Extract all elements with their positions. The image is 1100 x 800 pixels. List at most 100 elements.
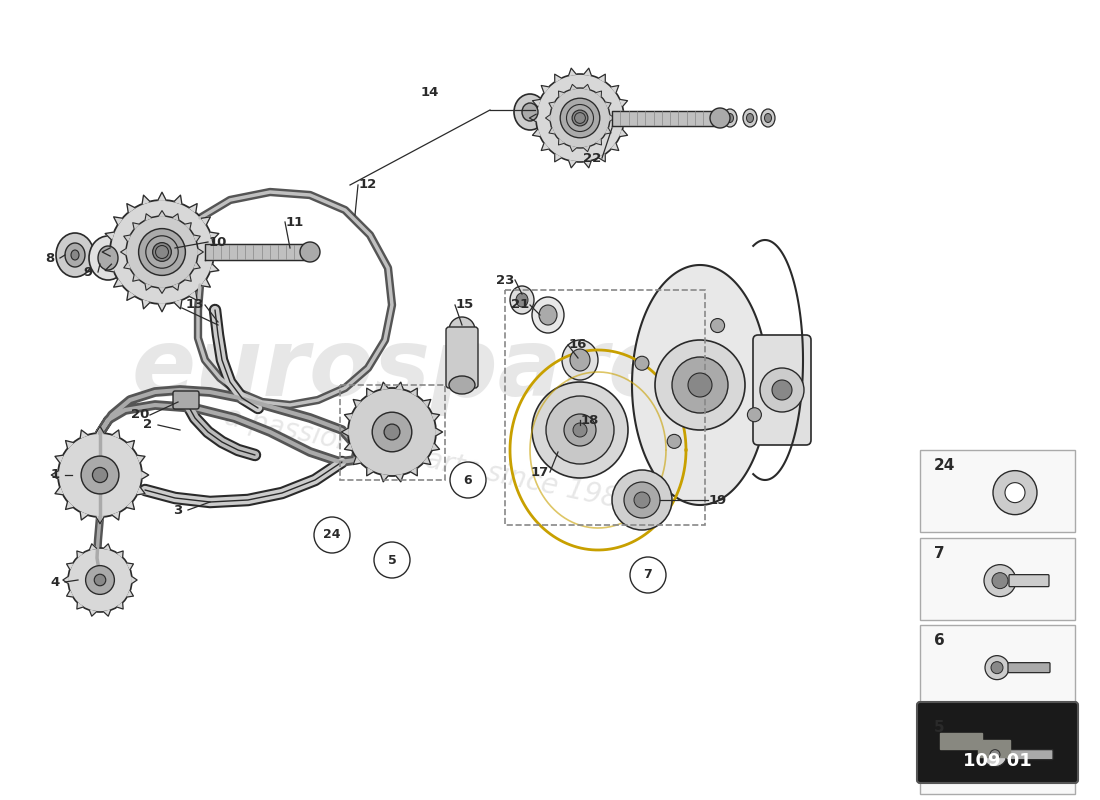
- Polygon shape: [605, 102, 612, 108]
- Polygon shape: [583, 84, 590, 90]
- Text: 22: 22: [583, 151, 601, 165]
- Polygon shape: [103, 544, 111, 550]
- Text: 14: 14: [421, 86, 439, 99]
- Polygon shape: [138, 455, 145, 463]
- Text: 10: 10: [209, 235, 228, 249]
- Text: eurospares: eurospares: [131, 324, 728, 416]
- Polygon shape: [344, 414, 352, 421]
- Polygon shape: [624, 114, 630, 122]
- Ellipse shape: [539, 305, 557, 325]
- Ellipse shape: [89, 236, 127, 280]
- Text: 1: 1: [51, 469, 59, 482]
- Polygon shape: [569, 68, 576, 75]
- Circle shape: [672, 357, 728, 413]
- Circle shape: [993, 470, 1037, 514]
- Text: 16: 16: [569, 338, 587, 351]
- FancyBboxPatch shape: [446, 327, 478, 388]
- Polygon shape: [189, 291, 197, 300]
- Polygon shape: [117, 551, 123, 558]
- Polygon shape: [96, 517, 104, 524]
- Polygon shape: [554, 74, 561, 82]
- Polygon shape: [194, 235, 200, 242]
- Circle shape: [654, 340, 745, 430]
- Circle shape: [612, 470, 672, 530]
- Polygon shape: [133, 222, 140, 229]
- Polygon shape: [128, 590, 133, 597]
- Polygon shape: [112, 512, 120, 520]
- Polygon shape: [174, 195, 182, 204]
- Circle shape: [984, 565, 1016, 597]
- Ellipse shape: [510, 286, 534, 314]
- Ellipse shape: [522, 103, 538, 121]
- Circle shape: [450, 462, 486, 498]
- Polygon shape: [559, 139, 564, 145]
- Ellipse shape: [570, 349, 590, 371]
- Circle shape: [348, 388, 436, 476]
- Polygon shape: [106, 232, 114, 240]
- Polygon shape: [142, 471, 148, 479]
- Circle shape: [384, 424, 400, 440]
- Circle shape: [126, 216, 198, 288]
- Polygon shape: [598, 154, 605, 162]
- Polygon shape: [112, 430, 120, 438]
- Ellipse shape: [514, 94, 546, 130]
- Circle shape: [688, 373, 712, 397]
- Circle shape: [711, 318, 725, 333]
- Circle shape: [314, 517, 350, 553]
- Text: 4: 4: [51, 575, 59, 589]
- FancyBboxPatch shape: [173, 391, 199, 409]
- Polygon shape: [210, 232, 219, 240]
- FancyBboxPatch shape: [1009, 574, 1049, 586]
- Polygon shape: [158, 192, 166, 200]
- Text: 17: 17: [531, 466, 549, 478]
- Polygon shape: [605, 128, 612, 134]
- Polygon shape: [89, 544, 97, 550]
- Polygon shape: [532, 130, 540, 137]
- Circle shape: [58, 433, 142, 517]
- Polygon shape: [89, 610, 97, 616]
- Circle shape: [146, 236, 178, 268]
- Polygon shape: [55, 487, 63, 494]
- Circle shape: [630, 557, 666, 593]
- Text: 7: 7: [934, 546, 945, 561]
- FancyBboxPatch shape: [917, 702, 1078, 783]
- Polygon shape: [102, 248, 110, 256]
- Text: 21: 21: [510, 298, 529, 311]
- Circle shape: [574, 113, 585, 123]
- Polygon shape: [205, 244, 310, 260]
- Polygon shape: [344, 443, 352, 450]
- Polygon shape: [620, 130, 627, 137]
- Circle shape: [984, 656, 1009, 680]
- Polygon shape: [201, 279, 210, 287]
- Polygon shape: [121, 249, 126, 255]
- Ellipse shape: [72, 250, 79, 260]
- Text: 3: 3: [174, 503, 183, 517]
- Polygon shape: [584, 161, 592, 168]
- Ellipse shape: [516, 293, 528, 307]
- Circle shape: [86, 566, 114, 594]
- Polygon shape: [103, 610, 111, 616]
- Ellipse shape: [562, 340, 598, 380]
- Circle shape: [983, 742, 1006, 766]
- Polygon shape: [67, 590, 73, 597]
- Polygon shape: [185, 275, 191, 282]
- Polygon shape: [381, 382, 388, 390]
- Circle shape: [372, 412, 411, 452]
- Text: 15: 15: [455, 298, 474, 311]
- Circle shape: [566, 105, 594, 131]
- Ellipse shape: [56, 233, 94, 277]
- Polygon shape: [570, 84, 576, 90]
- Polygon shape: [410, 468, 417, 476]
- Polygon shape: [126, 502, 134, 510]
- Polygon shape: [67, 563, 73, 570]
- Polygon shape: [173, 214, 179, 220]
- Polygon shape: [96, 426, 104, 434]
- Polygon shape: [117, 602, 123, 609]
- Polygon shape: [549, 102, 554, 108]
- Text: 18: 18: [581, 414, 600, 426]
- Text: 2: 2: [143, 418, 153, 431]
- Polygon shape: [126, 441, 134, 448]
- Polygon shape: [529, 114, 536, 122]
- Circle shape: [624, 482, 660, 518]
- Polygon shape: [583, 146, 590, 152]
